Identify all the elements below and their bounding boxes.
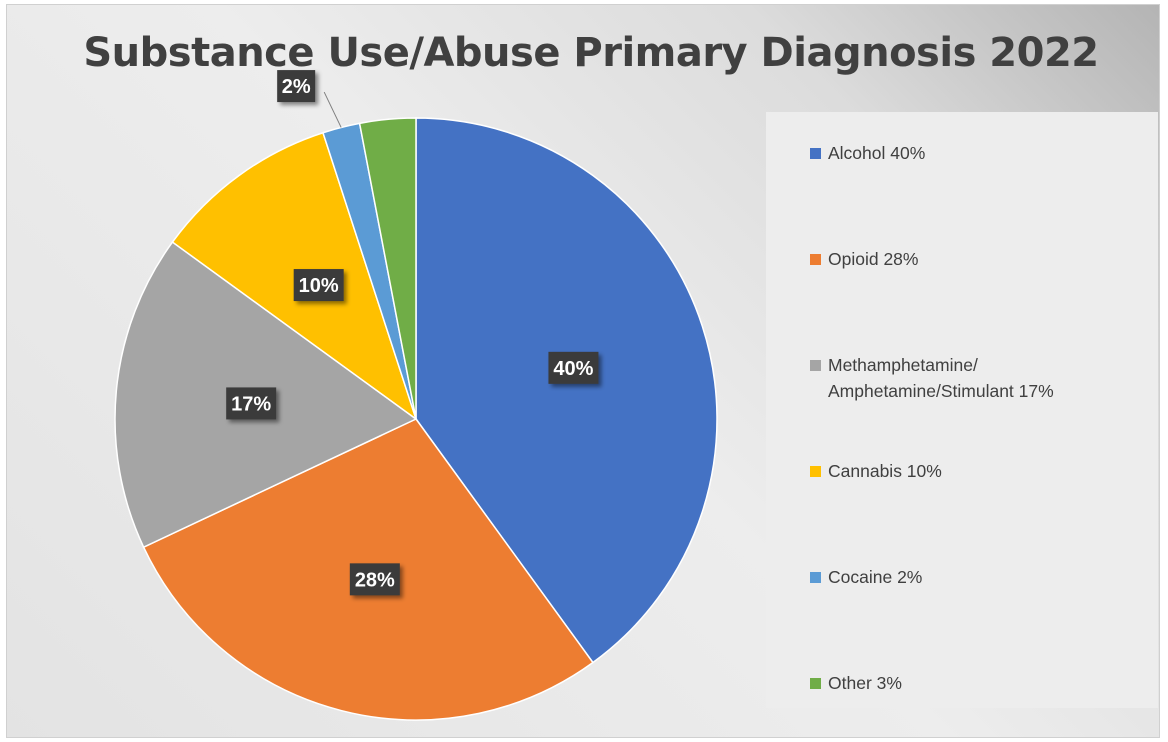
legend-swatch-0	[810, 148, 821, 159]
data-label-2: 17%	[226, 387, 277, 420]
pie-slice-5	[358, 117, 417, 420]
legend-swatch-4	[810, 572, 821, 583]
legend-swatch-5	[810, 678, 821, 689]
pie-slice-0	[415, 117, 718, 664]
data-label-1: 28%	[349, 563, 400, 596]
data-label-3: 10%	[293, 269, 344, 302]
data-label-text-0: 40%	[553, 358, 593, 380]
legend-label-4: Cocaine 2%	[828, 567, 923, 587]
legend-swatch-1	[810, 254, 821, 265]
data-label-text-2: 17%	[231, 393, 271, 415]
legend-label-0: Alcohol 40%	[828, 143, 926, 163]
data-label-text-4: 2%	[282, 76, 311, 98]
legend-label-2: Methamphetamine/ Amphetamine/Stimulant 1…	[828, 355, 1054, 401]
chart-title: Substance Use/Abuse Primary Diagnosis 20…	[83, 30, 1099, 76]
data-label-text-1: 28%	[355, 569, 395, 591]
legend-swatch-2	[810, 360, 821, 371]
data-label-text-3: 10%	[299, 275, 339, 297]
data-label-4: 2%	[277, 70, 316, 103]
legend-label-5: Other 3%	[828, 673, 902, 693]
legend-swatch-3	[810, 466, 821, 477]
legend-panel	[766, 112, 1158, 708]
legend-label-1: Opioid 28%	[828, 249, 919, 269]
leader-line-4	[323, 91, 342, 128]
data-label-0: 40%	[548, 351, 599, 384]
legend-label-3: Cannabis 10%	[828, 461, 942, 481]
